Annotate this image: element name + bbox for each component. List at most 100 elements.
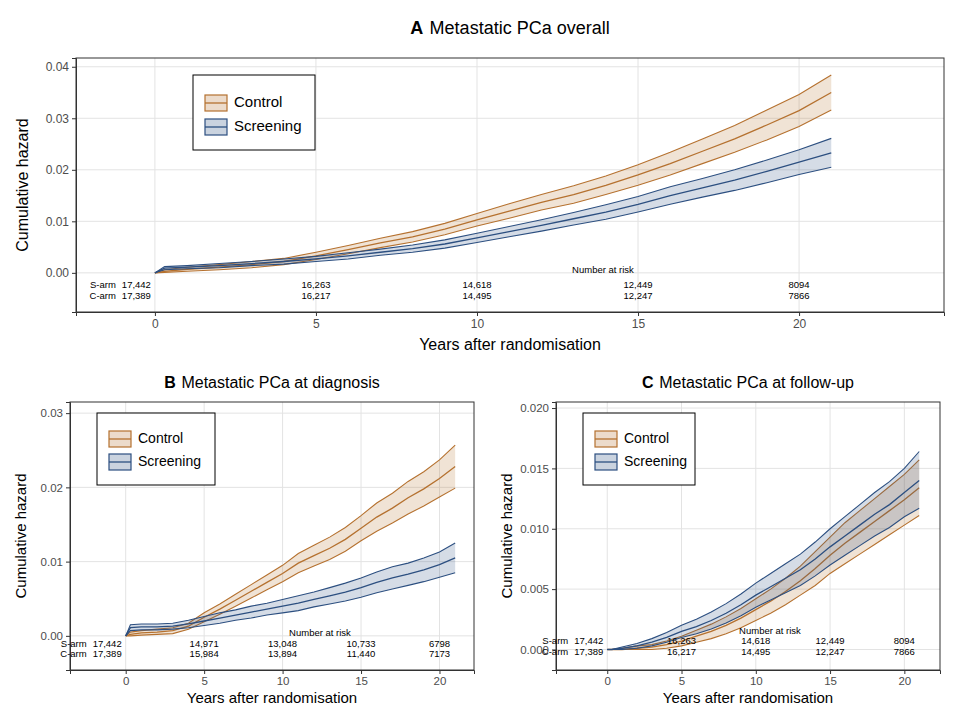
y-tick: 0.02	[46, 163, 76, 177]
risk-count: 16,263	[301, 279, 330, 290]
x-axis-line	[71, 671, 475, 675]
grid-line-x	[282, 402, 283, 670]
risk-count: 7173	[429, 648, 450, 659]
x-tick-label: 10	[750, 675, 763, 687]
legend-label: Screening	[624, 453, 687, 469]
x-tick: 10	[750, 670, 763, 687]
x-tick: 15	[824, 670, 837, 687]
x-tick-mark	[439, 670, 440, 674]
figure: 0 5 10 15 20 0.00 0.01 0.02 0.03 0.04 Number at ri…	[0, 0, 956, 728]
panel: 051015200.000.010.020.03Number at riskS-…	[12, 374, 475, 706]
x-tick-label: 10	[471, 317, 485, 331]
grid-line-y	[76, 272, 944, 273]
y-tick: 0.005	[520, 583, 556, 595]
legend-label: Screening	[138, 453, 201, 469]
x-tick-label: 0	[123, 675, 129, 687]
legend-key-band	[595, 431, 617, 447]
grid-line-y	[76, 221, 944, 222]
plot-frame	[70, 402, 474, 670]
y-tick-mark	[72, 67, 76, 68]
x-axis: 05101520	[77, 312, 945, 331]
x-axis-title: Years after randomisation	[419, 336, 601, 353]
hazard-line	[126, 467, 455, 636]
panel-letter: B	[164, 374, 176, 391]
risk-count: 14,618	[462, 279, 491, 290]
legend-box	[193, 75, 315, 150]
x-tick-mark	[361, 670, 362, 674]
x-tick-label: 5	[201, 675, 207, 687]
panel-title-text: Metastatic PCa at follow-up	[659, 374, 854, 391]
grid-line-x	[439, 402, 440, 670]
legend: ControlScreening	[583, 413, 695, 485]
legend-key-line	[205, 102, 227, 103]
y-tick: 0.00	[46, 266, 76, 280]
y-tick-mark	[72, 273, 76, 274]
band-edge	[126, 543, 455, 636]
legend-label: Screening	[234, 117, 302, 134]
y-tick-mark	[72, 221, 76, 222]
y-tick-label: 0.03	[41, 407, 63, 419]
risk-count: 17,389	[574, 646, 603, 657]
legend-key-line	[595, 438, 617, 439]
risk-row-name: C-arm	[542, 646, 568, 657]
x-tick-mark	[283, 670, 284, 674]
plot-background	[76, 58, 944, 312]
risk-count: 12,247	[623, 290, 652, 301]
x-tick-mark	[607, 670, 608, 674]
confidence-band	[126, 543, 455, 636]
x-tick: 20	[898, 670, 911, 687]
legend-box	[583, 413, 695, 485]
y-tick-label: 0.01	[46, 215, 70, 229]
legend-key-line	[595, 461, 617, 462]
legend: ControlScreening	[193, 75, 315, 150]
x-tick-label: 0	[605, 675, 611, 687]
y-tick: 0.010	[520, 523, 556, 535]
y-tick-label: 0.02	[46, 163, 70, 177]
x-tick-mark	[756, 670, 757, 674]
y-tick-mark	[552, 529, 556, 530]
x-tick-mark	[682, 670, 683, 674]
x-tick: 20	[793, 312, 807, 331]
risk-count: 7866	[788, 290, 809, 301]
risk-table-title: Number at risk	[572, 264, 634, 275]
x-tick: 15	[632, 312, 646, 331]
y-tick-label: 0.00	[41, 630, 63, 642]
x-axis: 05101520	[71, 670, 475, 687]
y-tick: 0.01	[46, 215, 76, 229]
band-edge	[126, 488, 455, 636]
y-tick-mark	[552, 408, 556, 409]
grid-line-x	[154, 58, 155, 312]
x-tick: 5	[201, 670, 207, 687]
risk-row-name: C-arm	[60, 648, 86, 659]
y-tick: 0.03	[46, 112, 76, 126]
x-tick-label: 15	[632, 317, 646, 331]
grid	[76, 58, 944, 312]
y-tick-mark	[552, 589, 556, 590]
risk-count: 7866	[894, 646, 915, 657]
x-tick-label: 20	[434, 675, 447, 687]
legend: ControlScreening	[97, 413, 215, 485]
hazard-line	[607, 480, 919, 649]
y-tick-label: 0.03	[46, 112, 70, 126]
x-tick: 20	[434, 670, 447, 687]
grid	[556, 402, 940, 670]
legend-key-band	[205, 95, 227, 111]
y-axis-title: Cumulative hazard	[12, 473, 29, 598]
y-tick-label: 0.04	[46, 60, 70, 74]
hazard-line	[155, 93, 831, 273]
band-edge	[155, 75, 831, 273]
y-axis-title: Cumulative hazard	[14, 118, 31, 251]
plot-background	[70, 402, 474, 670]
legend-key-line	[205, 126, 227, 127]
panel-letter: A	[410, 18, 423, 38]
risk-table-title: Number at risk	[289, 627, 351, 638]
x-tick-label: 20	[898, 675, 911, 687]
x-tick-mark	[830, 670, 831, 674]
plot-background	[556, 402, 940, 670]
x-tick-label: 15	[355, 675, 368, 687]
risk-count: 16,217	[667, 646, 696, 657]
y-tick: 0.020	[520, 402, 556, 414]
legend-key-band	[109, 431, 131, 447]
x-tick: 15	[355, 670, 368, 687]
risk-count: 8094	[788, 279, 809, 290]
